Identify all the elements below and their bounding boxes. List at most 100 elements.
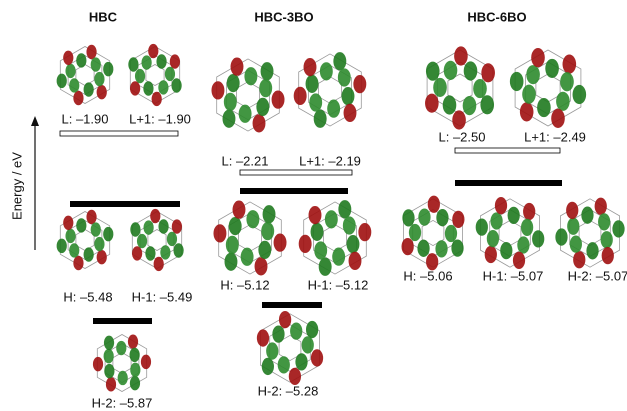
molecule-frame (323, 224, 347, 252)
orbital-lobe (130, 222, 141, 237)
orbital-lobe (526, 65, 540, 85)
orbital-lobe (129, 347, 140, 363)
orbital-lobe (581, 206, 594, 224)
orbital-lobe (442, 95, 457, 115)
orbital-lobe (83, 247, 94, 262)
orbital-lobe (76, 218, 87, 233)
axis-arrow (31, 116, 39, 126)
orbital-lobe (594, 197, 607, 215)
molecule-frame (147, 229, 167, 251)
orbital-lobe (309, 93, 323, 112)
orbital-lobe (103, 226, 114, 242)
orbital-lobe (531, 48, 545, 68)
molecule-frame (218, 201, 282, 275)
orbital-lobe (259, 78, 273, 98)
orbital-lobe (158, 219, 169, 234)
orbital-lobe (105, 377, 117, 392)
orbital-lobe (402, 209, 415, 227)
orbital-lobe (277, 356, 290, 374)
molecule-frame (421, 219, 445, 247)
orbital-lobe (254, 257, 268, 276)
lumo-level (454, 147, 561, 154)
orbital-lobe (517, 236, 530, 254)
orbital-lobe (103, 335, 115, 351)
orbital-lobe (353, 75, 367, 94)
orbital-lobe (232, 200, 246, 219)
orbital-lobe (401, 238, 414, 256)
orbital-lobe (418, 208, 431, 226)
orbital-lobe (427, 195, 440, 213)
orbital-lobe (171, 219, 182, 234)
orbital-lobe (310, 349, 324, 367)
orbital-lobe (76, 53, 87, 68)
orbital-lobe (103, 348, 114, 364)
orbital-label: H-1: –5.49 (132, 289, 193, 304)
orbital-lobe (494, 197, 508, 215)
orbital-picture (211, 57, 285, 133)
orbital-lobe (92, 356, 104, 372)
orbital-lobe (148, 43, 159, 59)
orbital-lobe (130, 81, 141, 96)
orbital-lobe (171, 78, 182, 93)
orbital-lobe (164, 66, 176, 82)
orbital-lobe (103, 61, 114, 77)
orbital-lobe (484, 245, 497, 264)
orbital-lobe (143, 81, 154, 96)
orbital-lobe (90, 57, 101, 72)
orbital-lobe (96, 85, 107, 100)
orbital-picture (256, 310, 324, 386)
molecule-frame (59, 211, 111, 269)
orbital-lobe (141, 55, 152, 70)
orbital-lobe (332, 247, 346, 266)
orbital-picture (92, 334, 152, 392)
orbital-lobe (244, 67, 258, 86)
homo-level (455, 180, 562, 186)
orbital-lobe (308, 205, 322, 225)
orbital-picture (425, 46, 495, 130)
orbital-lobe (90, 222, 101, 237)
molecule-frame (112, 352, 132, 374)
orbital-lobe (509, 71, 524, 92)
orbital-lobe (598, 213, 611, 231)
orbital-picture (213, 200, 287, 276)
orbital-lobe (408, 223, 422, 242)
orbital-lobe (573, 251, 586, 269)
orbital-lobe (129, 375, 141, 391)
orbital-lobe (151, 91, 162, 107)
orbital-lobe (313, 109, 327, 128)
orbital-lobe (333, 52, 347, 71)
orbital-lobe (444, 224, 458, 243)
orbital-lobe (522, 84, 536, 104)
orbital-lobe (56, 73, 67, 89)
orbital-lobe (318, 257, 332, 276)
orbital-lobe (226, 73, 240, 93)
orbital-lobe (586, 242, 599, 260)
orbital-lobe (132, 246, 143, 261)
orbital-lobe (65, 228, 76, 244)
orbital-lobe (127, 334, 139, 349)
orbital-lobe (303, 57, 317, 77)
orbital-lobe (104, 363, 115, 379)
orbital-lobe (136, 233, 148, 249)
orbital-lobe (341, 87, 355, 106)
molecule-frame (236, 81, 260, 109)
orbital-lobe (452, 110, 466, 130)
axis-label: Energy / eV (9, 152, 24, 220)
orbital-lobe (240, 247, 254, 266)
orbital-lobe (145, 246, 156, 261)
orbital-lobe (314, 241, 328, 260)
orbital-lobe (225, 235, 239, 255)
homo-level (240, 188, 348, 194)
orbital-lobe (537, 97, 551, 118)
orbital-lobe (319, 62, 333, 81)
orbital-lobe (556, 91, 570, 111)
orbital-lobe (454, 46, 468, 66)
lumo-level (239, 169, 353, 176)
orbital-label: H-2: –5.07 (568, 268, 627, 283)
orbital-lobe (346, 235, 360, 254)
orbital-lobe (435, 240, 448, 258)
orbital-lobe (128, 57, 139, 72)
orbital-lobe (73, 90, 84, 106)
orbital-lobe (298, 234, 312, 253)
orbital-lobe (86, 44, 97, 60)
